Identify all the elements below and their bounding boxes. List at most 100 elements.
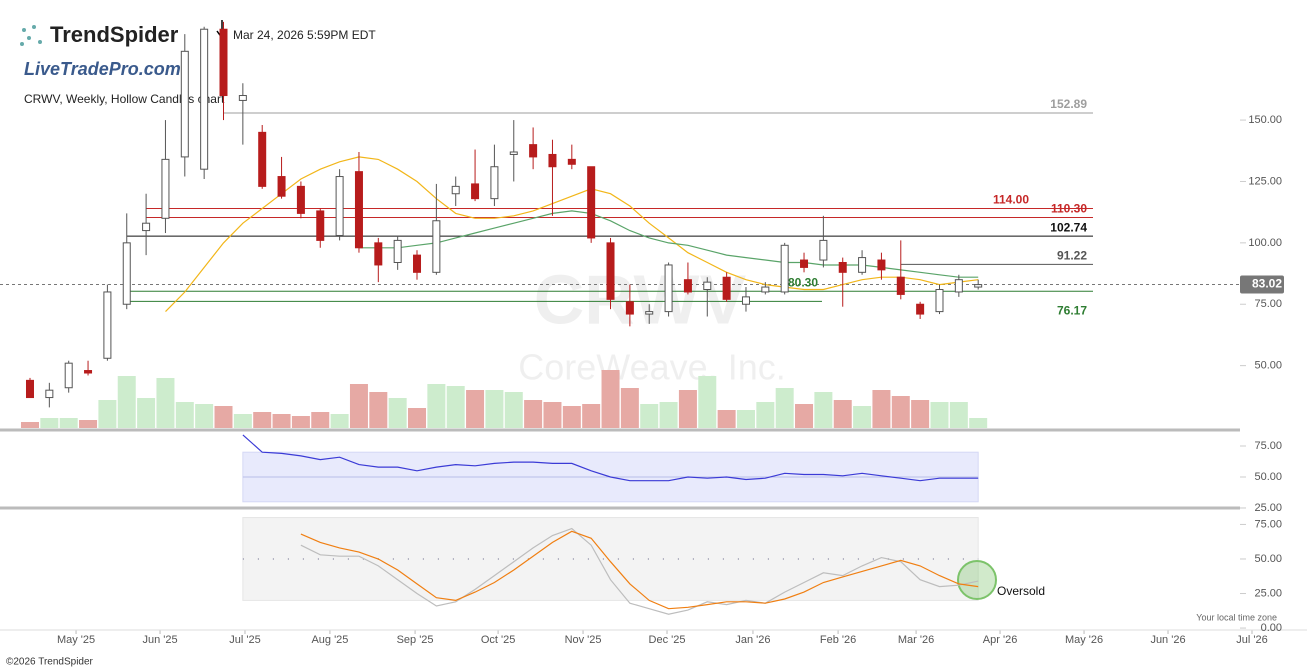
x-tick-label: May '26 — [1065, 634, 1103, 646]
volume-bar — [775, 388, 794, 428]
y-tick-label: 50.00 — [1254, 471, 1282, 483]
volume-bar — [659, 402, 678, 428]
y-tick-label: 50.00 — [1254, 360, 1282, 372]
candle-body — [45, 389, 54, 399]
candle-body — [64, 362, 73, 389]
volume-bar — [524, 400, 543, 428]
annotation: Oversold — [997, 584, 1045, 598]
volume-bar — [930, 402, 949, 428]
stoch-band — [242, 517, 979, 601]
candle-body — [954, 279, 963, 293]
candle-body — [432, 220, 441, 273]
volume-bar — [156, 378, 175, 428]
volume-bar — [466, 390, 485, 428]
level-label: 91.22 — [1057, 249, 1087, 263]
volume-bar — [98, 400, 117, 428]
volume-bar — [949, 402, 968, 428]
volume-bar — [562, 406, 581, 428]
volume-bar — [117, 376, 136, 428]
x-tick-label: Jan '26 — [735, 634, 770, 646]
volume-bar — [20, 422, 39, 428]
volume-bar — [504, 392, 523, 428]
candle-body — [858, 257, 867, 273]
oversold-circle — [957, 560, 997, 600]
volume-bar — [388, 398, 407, 428]
candle-body — [587, 166, 596, 239]
volume-bar — [233, 414, 252, 428]
candle-body — [103, 291, 112, 359]
candle-body — [258, 131, 267, 187]
candle-body — [780, 244, 789, 293]
candle-body — [935, 289, 944, 313]
candle-body — [703, 281, 712, 291]
level-label: 76.17 — [1057, 304, 1087, 318]
volume-bar — [833, 400, 852, 428]
copyright: ©2026 TrendSpider — [6, 657, 94, 668]
volume-bar — [79, 420, 98, 428]
timezone-note: Your local time zone — [1196, 612, 1277, 622]
level-label: 80.30 — [788, 275, 818, 289]
volume-bar — [369, 392, 388, 428]
candle-body — [722, 276, 731, 300]
candle-body — [413, 254, 422, 273]
candle-body — [838, 261, 847, 273]
candle-body — [25, 379, 34, 399]
candle-body — [277, 176, 286, 197]
candle-body — [548, 153, 557, 168]
candle-body — [974, 284, 983, 288]
volume-bar — [620, 388, 639, 428]
x-tick-label: Jun '25 — [142, 634, 177, 646]
stoch-line — [300, 530, 979, 610]
candle-body — [800, 259, 809, 268]
candle-body — [451, 185, 460, 195]
x-tick-label: Aug '25 — [311, 634, 348, 646]
rsi-line — [242, 434, 979, 482]
volume-bar — [601, 370, 620, 428]
candle-body — [606, 242, 615, 300]
volume-bar — [408, 408, 427, 428]
volume-bar — [640, 404, 659, 428]
candle-body — [529, 144, 538, 158]
candle-body — [761, 286, 770, 293]
x-tick-label: May '25 — [57, 634, 95, 646]
volume-bar — [137, 398, 156, 428]
volume-bar — [446, 386, 465, 428]
level-label: 110.30 — [1051, 202, 1087, 216]
timestamp: Mar 24, 2026 5:59PM EDT — [233, 28, 376, 42]
volume-bar — [814, 392, 833, 428]
y-tick-label: 75.00 — [1254, 440, 1282, 452]
watermark-sub: CoreWeave, Inc. — [518, 347, 785, 388]
volume-bar — [175, 402, 194, 428]
x-tick-label: Jul '26 — [1236, 634, 1267, 646]
volume-bar — [291, 416, 310, 428]
candle-body — [509, 151, 518, 155]
candle-body — [471, 183, 480, 200]
brand: TrendSpider — [50, 22, 179, 47]
site: LiveTradePro.com — [24, 59, 181, 79]
volume-bar — [911, 400, 930, 428]
x-tick-label: Apr '26 — [983, 634, 1018, 646]
level-label: 102.74 — [1050, 220, 1087, 234]
candle-body — [819, 239, 828, 261]
candle-body — [664, 264, 673, 313]
volume-bar — [349, 384, 368, 428]
candle-body — [393, 239, 402, 263]
plot — [0, 112, 1253, 634]
candle-body — [645, 311, 654, 315]
chart-title: CRWV, Weekly, Hollow Candles chart — [24, 92, 225, 106]
y-tick-label: 25.00 — [1254, 502, 1282, 514]
candle-body — [916, 303, 925, 315]
x-tick-label: Feb '26 — [820, 634, 856, 646]
candle-body — [161, 158, 170, 219]
candle-body — [741, 296, 750, 305]
volume-bar — [485, 390, 504, 428]
volume-bar — [59, 418, 78, 428]
stoch-line — [300, 527, 979, 615]
volume-bar — [214, 406, 233, 428]
volume-bar — [795, 404, 814, 428]
volume-bar — [678, 390, 697, 428]
candle-body — [683, 279, 692, 293]
last-price-box — [1240, 275, 1284, 294]
x-tick-label: Dec '25 — [649, 634, 686, 646]
candle-body — [200, 28, 209, 170]
